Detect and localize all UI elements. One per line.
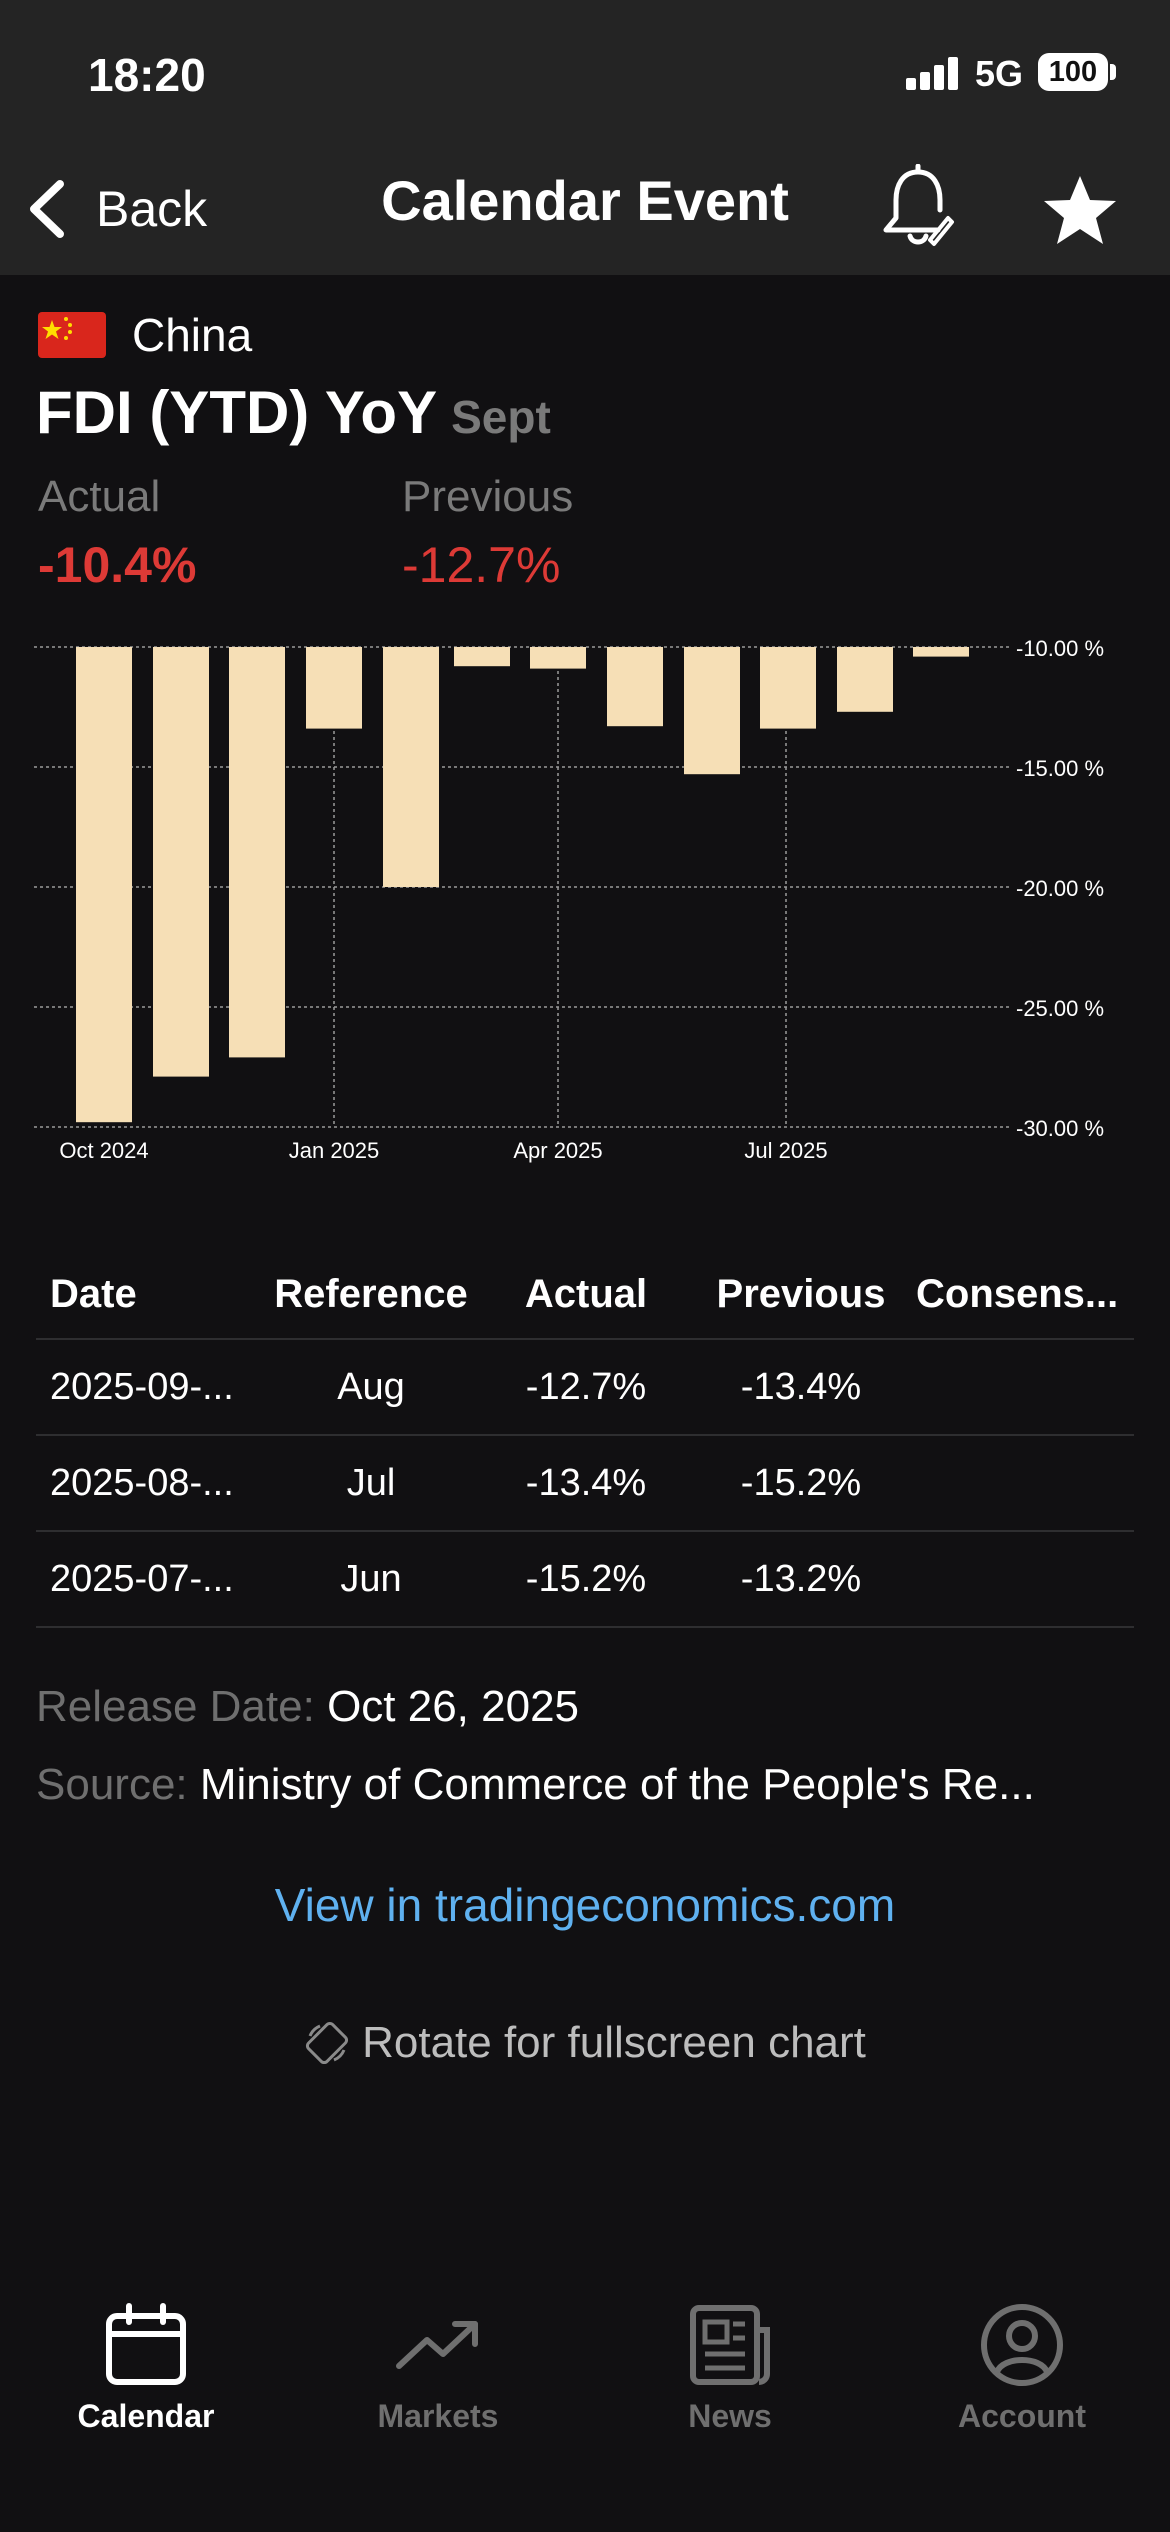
status-time: 18:20 (88, 49, 206, 101)
network-label: 5G (975, 53, 1024, 94)
row-actual: -12.7% (525, 1365, 647, 1408)
tab-news[interactable]: News (584, 2300, 876, 2435)
event-name: FDI (YTD) YoY (36, 379, 438, 446)
newspaper-icon (690, 2305, 770, 2385)
header-actual[interactable]: Actual (524, 1271, 648, 1316)
signal-icon (906, 56, 960, 90)
history-table: Date Reference Actual Previous Consens..… (36, 1250, 1134, 1628)
chart-bar[interactable] (229, 647, 285, 1058)
header-reference[interactable]: Reference (274, 1271, 468, 1316)
row-previous: -13.4% (740, 1365, 862, 1408)
tradingeconomics-link[interactable]: View in tradingeconomics.com (274, 1879, 896, 1931)
table-row[interactable]: 2025-07-... Jun -15.2% -13.2% (36, 1532, 1134, 1628)
event-title: FDI (YTD) YoY Sept (36, 378, 551, 447)
alert-button[interactable] (878, 163, 958, 254)
header-previous[interactable]: Previous (716, 1271, 886, 1316)
tab-bar: Calendar Markets News Account (0, 2280, 1170, 2532)
release-date-label: Release Date: (36, 1682, 315, 1731)
source-label: Source: (36, 1760, 188, 1809)
y-tick-label: -10.00 % (1016, 636, 1104, 661)
tab-markets[interactable]: Markets (292, 2300, 584, 2435)
table-header: Date Reference Actual Previous Consens..… (36, 1250, 1134, 1340)
header-date[interactable]: Date (50, 1271, 137, 1316)
chart-bar[interactable] (153, 647, 209, 1077)
favorite-button[interactable] (1040, 170, 1120, 250)
y-tick-label: -25.00 % (1016, 996, 1104, 1021)
source-value: Ministry of Commerce of the People's Re.… (199, 1760, 1035, 1809)
row-date: 2025-08-... (50, 1461, 234, 1504)
tab-label: News (688, 2398, 772, 2434)
table-row[interactable]: 2025-09-... Aug -12.7% -13.4% (36, 1340, 1134, 1436)
chart-bar[interactable] (454, 647, 510, 667)
calendar-icon (106, 2303, 186, 2385)
chevron-left-icon (30, 180, 64, 238)
actual-label: Actual (38, 472, 161, 521)
y-tick-label: -30.00 % (1016, 1116, 1104, 1141)
account-icon (981, 2304, 1063, 2386)
rotate-hint-text: Rotate for fullscreen chart (362, 2018, 866, 2067)
tab-label: Markets (377, 2398, 499, 2434)
tab-label: Account (958, 2398, 1086, 2434)
chart-bar[interactable] (383, 647, 439, 887)
trend-icon (396, 2321, 478, 2369)
chart-bar[interactable] (684, 647, 740, 775)
status-bar: 18:20 5G 100 (0, 0, 1170, 150)
country-row: China (38, 308, 252, 362)
rotate-hint: Rotate for fullscreen chart (0, 2018, 1170, 2068)
row-date: 2025-09-... (50, 1365, 234, 1408)
table-row[interactable]: 2025-08-... Jul -13.4% -15.2% (36, 1436, 1134, 1532)
chart-bar[interactable] (607, 647, 663, 727)
x-tick-label: Jul 2025 (744, 1138, 827, 1163)
country-name: China (132, 309, 253, 361)
tab-calendar[interactable]: Calendar (0, 2300, 292, 2435)
row-previous: -13.2% (740, 1557, 862, 1600)
actual-kpi: Actual -10.4% (38, 472, 196, 594)
chart-labels: -10.00 % -15.00 % -20.00 % -25.00 % -30.00 %… (59, 636, 1104, 1163)
row-actual: -15.2% (525, 1557, 647, 1600)
chart-bar[interactable] (530, 647, 586, 669)
bar-chart[interactable]: -10.00 % -15.00 % -20.00 % -25.00 % -30.00 %… (0, 630, 1170, 1190)
chart-bar[interactable] (306, 647, 362, 729)
chart-bars (76, 647, 969, 1123)
row-reference: Jun (340, 1557, 402, 1600)
bell-icon (883, 163, 954, 246)
previous-label: Previous (402, 472, 574, 521)
source-line: Source: Ministry of Commerce of the Peop… (36, 1760, 1035, 1810)
row-reference: Aug (337, 1365, 405, 1408)
x-tick-label: Jan 2025 (289, 1138, 380, 1163)
battery-tip (1110, 64, 1116, 80)
chart-bar[interactable] (76, 647, 132, 1123)
tab-account[interactable]: Account (876, 2300, 1168, 2435)
back-label: Back (96, 181, 208, 237)
release-date-line: Release Date: Oct 26, 2025 (36, 1682, 579, 1732)
actual-value: -10.4% (38, 537, 197, 593)
tab-label: Calendar (77, 2398, 215, 2434)
star-icon (1044, 176, 1116, 244)
y-tick-label: -15.00 % (1016, 756, 1104, 781)
row-date: 2025-07-... (50, 1557, 234, 1600)
battery-icon: 100 (1038, 53, 1108, 91)
x-tick-label: Oct 2024 (59, 1138, 148, 1163)
row-reference: Jul (346, 1461, 396, 1504)
previous-value: -12.7% (402, 537, 561, 593)
y-tick-label: -20.00 % (1016, 876, 1104, 901)
x-tick-label: Apr 2025 (513, 1138, 602, 1163)
row-actual: -13.4% (525, 1461, 647, 1504)
china-flag-icon (38, 312, 106, 358)
release-date-value: Oct 26, 2025 (327, 1682, 580, 1731)
event-period: Sept (451, 391, 551, 443)
header-consensus[interactable]: Consens... (916, 1271, 1119, 1316)
chart-bar[interactable] (837, 647, 893, 712)
chart-bar[interactable] (913, 647, 969, 657)
row-previous: -15.2% (740, 1461, 862, 1504)
previous-kpi: Previous -12.7% (402, 472, 573, 594)
back-button[interactable]: Back (26, 174, 207, 244)
navigation-bar: Back Calendar Event (0, 150, 1170, 275)
chart-bar[interactable] (760, 647, 816, 729)
rotate-icon (306, 2021, 349, 2065)
